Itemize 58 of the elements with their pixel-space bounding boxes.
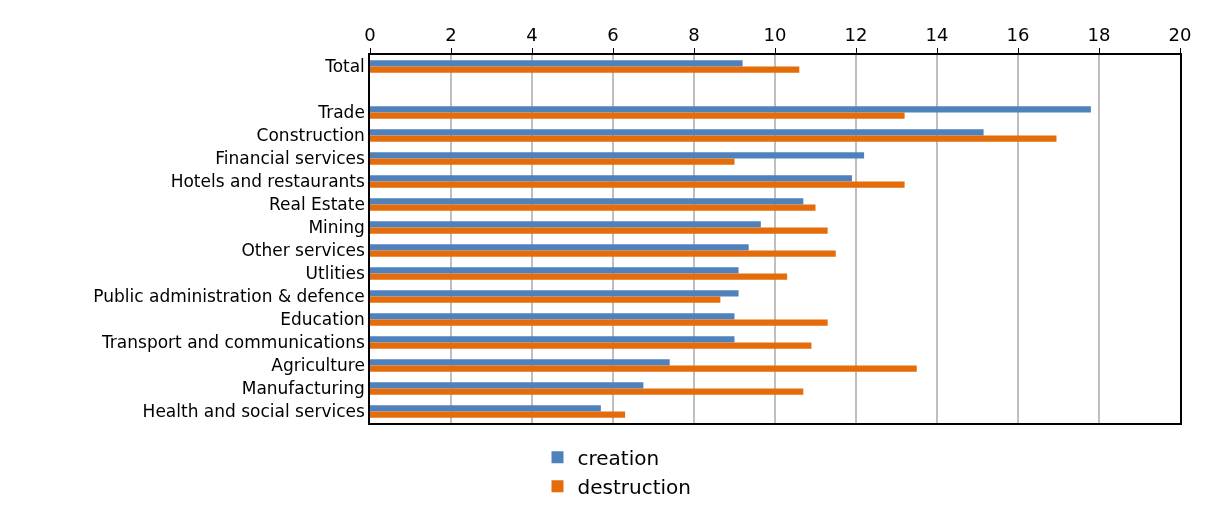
bar — [370, 152, 865, 159]
bar — [370, 204, 816, 211]
x-tick-label: 20 — [1168, 24, 1192, 46]
y-tick-label: Utlities — [305, 263, 365, 284]
bar — [370, 365, 917, 372]
y-tick-label: Construction — [256, 125, 365, 146]
x-tick-label: 16 — [1006, 24, 1030, 46]
bar — [370, 319, 828, 326]
y-tick-label: Public administration & defence — [93, 286, 365, 307]
y-tick-label: Manufacturing — [241, 378, 365, 399]
bar — [370, 129, 984, 136]
y-tick-label: Agriculture — [271, 355, 365, 376]
bar — [370, 66, 800, 73]
y-tick-label: Education — [280, 309, 365, 330]
legend-label: creation — [577, 446, 660, 471]
y-tick-label: Mining — [308, 217, 365, 238]
x-tick-label: 6 — [607, 24, 619, 46]
bar — [370, 267, 739, 274]
bar — [370, 106, 1091, 113]
bar — [370, 411, 626, 418]
x-tick-label: 10 — [763, 24, 787, 46]
y-tick-label: Total — [324, 56, 365, 77]
x-tick-label: 4 — [526, 24, 538, 46]
y-tick-label: Health and social services — [142, 401, 365, 422]
bar — [370, 342, 812, 349]
x-tick-label: 14 — [925, 24, 949, 46]
y-tick-label: Transport and communications — [100, 332, 365, 353]
bar — [370, 313, 735, 320]
bar — [370, 296, 721, 303]
bar — [370, 382, 644, 389]
x-tick-label: 2 — [445, 24, 457, 46]
y-tick-label: Financial services — [215, 148, 365, 169]
bar — [370, 290, 739, 297]
bar — [370, 158, 735, 165]
bar — [370, 273, 788, 280]
bar — [370, 175, 852, 182]
bar — [370, 244, 749, 251]
bar — [370, 198, 804, 205]
bar — [370, 60, 743, 67]
bar — [370, 227, 828, 234]
bar — [370, 336, 735, 343]
bar — [370, 405, 601, 412]
x-tick-label: 0 — [364, 24, 376, 46]
x-tick-label: 12 — [844, 24, 868, 46]
bar — [370, 112, 905, 119]
legend-label: destruction — [577, 475, 691, 500]
x-tick-label: 8 — [688, 24, 700, 46]
y-tick-label: Hotels and restaurants — [170, 171, 365, 192]
bar — [370, 135, 1057, 142]
y-tick-label: Other services — [241, 240, 365, 261]
y-tick-label: Real Estate — [268, 194, 365, 215]
y-tick-label: Trade — [317, 102, 365, 123]
bar — [370, 181, 905, 188]
x-tick-label: 18 — [1087, 24, 1111, 46]
bar — [370, 359, 670, 366]
bar — [370, 250, 836, 257]
bar — [370, 388, 804, 395]
bar — [370, 221, 761, 228]
